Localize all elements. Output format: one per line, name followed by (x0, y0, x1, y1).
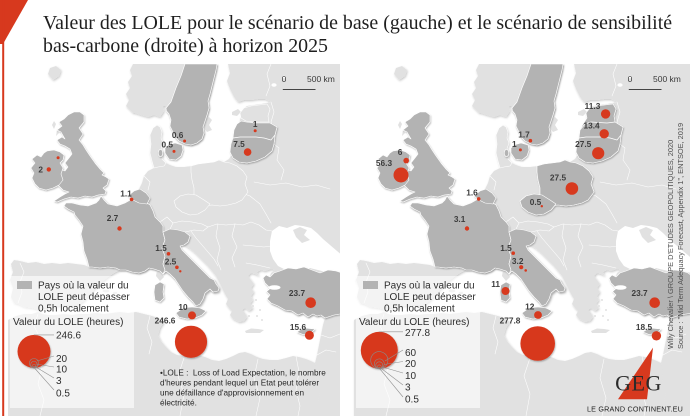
svg-text:Source : "Mid Term Adequacy Fo: Source : "Mid Term Adequacy Forecast, Ap… (676, 123, 685, 349)
svg-text:1: 1 (253, 119, 258, 129)
svg-text:1.1: 1.1 (120, 188, 132, 198)
svg-text:15.6: 15.6 (290, 322, 307, 332)
svg-text:0.5: 0.5 (405, 395, 419, 406)
svg-text:0.5: 0.5 (56, 388, 70, 399)
svg-text:10: 10 (405, 371, 417, 382)
svg-text:27.5: 27.5 (550, 172, 567, 182)
svg-text:•LOLE : Loss of Load Expectat: •LOLE : Loss of Load Expectation, le nom… (160, 369, 326, 378)
svg-text:1: 1 (512, 139, 517, 149)
svg-text:Pays où la valeur du: Pays où la valeur du (384, 281, 475, 292)
svg-text:246.6: 246.6 (155, 315, 176, 325)
svg-text:20: 20 (405, 359, 417, 370)
svg-text:6: 6 (398, 147, 403, 157)
svg-text:0,5h localement: 0,5h localement (384, 304, 455, 315)
svg-text:13.4: 13.4 (584, 121, 601, 131)
svg-text:GEG: GEG (615, 371, 662, 396)
svg-text:23.7: 23.7 (632, 288, 649, 298)
svg-text:246.6: 246.6 (56, 330, 81, 341)
svg-text:0,5h localement: 0,5h localement (38, 304, 109, 315)
svg-text:3.2: 3.2 (512, 256, 524, 266)
svg-text:bas-carbone (droite) à horizon: bas-carbone (droite) à horizon 2025 (43, 35, 328, 57)
svg-text:LOLE peut dépasser: LOLE peut dépasser (384, 292, 476, 303)
svg-text:d'heures pendant lequel un Eta: d'heures pendant lequel un Etat peut tol… (160, 379, 319, 388)
svg-text:électricité.: électricité. (160, 398, 197, 407)
svg-text:1.7: 1.7 (518, 130, 530, 140)
svg-text:18.5: 18.5 (636, 322, 653, 332)
svg-text:7.5: 7.5 (233, 139, 245, 149)
svg-text:Valeur des LOLE pour le scénar: Valeur des LOLE pour le scénario de base… (43, 12, 672, 34)
svg-text:Pays où la valeur du: Pays où la valeur du (38, 281, 129, 292)
svg-text:56.3: 56.3 (376, 158, 393, 168)
svg-text:3: 3 (56, 376, 62, 387)
svg-text:0: 0 (282, 74, 287, 84)
svg-text:12: 12 (525, 302, 535, 312)
svg-text:2.5: 2.5 (165, 257, 177, 267)
svg-text:une défaillance d'approvisionn: une défaillance d'approvisionnement en (160, 389, 304, 398)
svg-text:2.7: 2.7 (107, 213, 119, 223)
svg-text:1.5: 1.5 (500, 243, 512, 253)
svg-text:3.1: 3.1 (454, 214, 466, 224)
svg-text:3: 3 (405, 383, 411, 394)
svg-text:10: 10 (56, 365, 68, 376)
svg-text:500 km: 500 km (307, 74, 335, 84)
svg-text:Valeur du LOLE (heures): Valeur du LOLE (heures) (13, 317, 123, 328)
svg-text:60: 60 (405, 348, 417, 359)
svg-text:0.5: 0.5 (530, 197, 542, 207)
svg-text:11.3: 11.3 (585, 101, 601, 111)
svg-text:500 km: 500 km (653, 74, 681, 84)
svg-text:1.6: 1.6 (466, 188, 478, 198)
svg-text:LOLE peut dépasser: LOLE peut dépasser (38, 292, 130, 303)
svg-text:23.7: 23.7 (289, 288, 306, 298)
svg-text:0.6: 0.6 (172, 130, 184, 140)
svg-text:277.8: 277.8 (500, 315, 521, 325)
svg-text:0: 0 (628, 74, 633, 84)
svg-text:Valeur du LOLE (heures): Valeur du LOLE (heures) (359, 317, 469, 328)
svg-text:2: 2 (38, 164, 43, 174)
svg-text:27.5: 27.5 (575, 139, 592, 149)
svg-text:Willy Chevalier \ GROUPE D'ETU: Willy Chevalier \ GROUPE D'ETUDES GEOPOL… (666, 140, 675, 349)
svg-text:1.5: 1.5 (155, 243, 167, 253)
svg-text:11: 11 (491, 279, 500, 289)
svg-text:10: 10 (178, 302, 188, 312)
svg-text:0.5: 0.5 (162, 140, 174, 150)
svg-text:LE GRAND CONTINENT.EU: LE GRAND CONTINENT.EU (587, 405, 683, 414)
svg-text:20: 20 (56, 354, 68, 365)
svg-text:277.8: 277.8 (405, 328, 430, 339)
